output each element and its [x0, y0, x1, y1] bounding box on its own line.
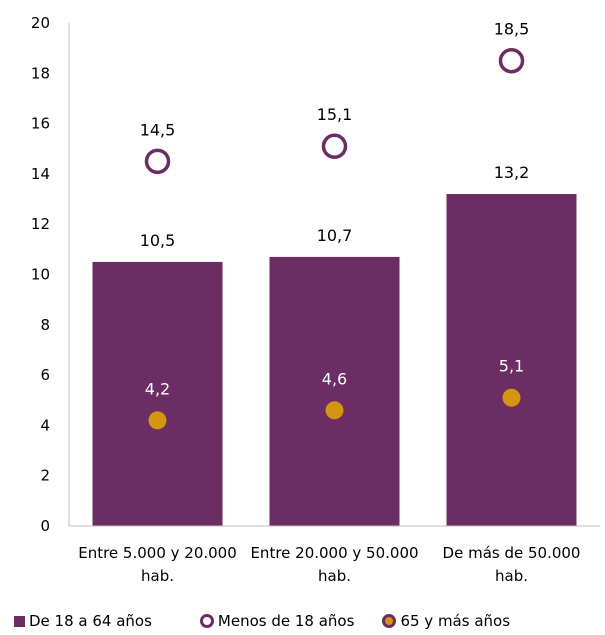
ring-point: [144, 148, 171, 175]
y-tick-label: 6: [40, 366, 50, 384]
ring-data-label: 14,5: [140, 120, 176, 139]
bar: [92, 261, 223, 526]
y-axis: 0 2 4 6 8 10 12 14 16 18 20: [31, 14, 70, 535]
ring-point: [321, 133, 348, 159]
dot-point: [502, 388, 521, 407]
bar: [269, 256, 400, 526]
x-category-label: hab.: [318, 567, 351, 585]
ring-point: [498, 47, 525, 74]
bar-data-label: 10,5: [140, 231, 176, 250]
legend-item-seniors: 65 y más años: [382, 612, 510, 630]
chart: 0 2 4 6 8 10 12 14 16 18 20 Entre 5.000 y 20.000 ha…: [31, 14, 600, 585]
x-category-label: Entre 20.000 y 50.000: [250, 544, 418, 562]
bar: [446, 194, 577, 526]
bar-data-label: 13,2: [494, 163, 530, 182]
y-tick-label: 18: [31, 64, 50, 82]
x-category-label: hab.: [141, 567, 174, 585]
dot-data-label: 4,2: [145, 379, 170, 398]
y-tick-label: 20: [31, 14, 50, 32]
x-category-label: De más de 50.000: [443, 544, 581, 562]
y-tick-label: 10: [31, 266, 50, 284]
bars: [92, 194, 577, 526]
legend-label: 65 y más años: [400, 612, 511, 630]
ring-data-label: 15,1: [317, 105, 353, 124]
y-tick-label: 4: [40, 416, 50, 434]
data-labels: 10,5 10,7 13,2 14,5 15,1 18,5 4,2 4,6 5,1: [140, 20, 530, 399]
points: [144, 47, 525, 430]
y-tick-label: 12: [31, 215, 50, 233]
y-tick-label: 0: [40, 517, 50, 535]
bar-data-label: 10,7: [317, 226, 353, 245]
dot-data-label: 4,6: [322, 369, 347, 388]
y-tick-label: 8: [40, 316, 50, 334]
legend-swatch-square: [14, 615, 25, 627]
x-category-label: hab.: [495, 567, 528, 585]
legend-item-adults: De 18 a 64 años: [14, 612, 152, 630]
legend-item-minors: Menos de 18 años: [199, 612, 355, 630]
x-axis: Entre 5.000 y 20.000 hab. Entre 20.000 y 5…: [69, 525, 600, 585]
legend-label: Menos de 18 años: [217, 612, 355, 630]
ring-data-label: 18,5: [494, 20, 530, 39]
y-tick-label: 16: [31, 115, 50, 133]
legend-swatch-ring: [199, 614, 214, 628]
legend: De 18 a 64 años Menos de 18 años 65 y má…: [14, 611, 538, 631]
y-tick-label: 2: [40, 467, 50, 485]
dot-data-label: 5,1: [499, 357, 524, 376]
x-category-label: Entre 5.000 y 20.000: [78, 544, 237, 562]
y-tick-label: 14: [31, 165, 50, 183]
dot-point: [148, 411, 167, 430]
dot-point: [325, 401, 344, 420]
legend-label: De 18 a 64 años: [29, 612, 152, 630]
legend-swatch-dot: [382, 614, 397, 628]
